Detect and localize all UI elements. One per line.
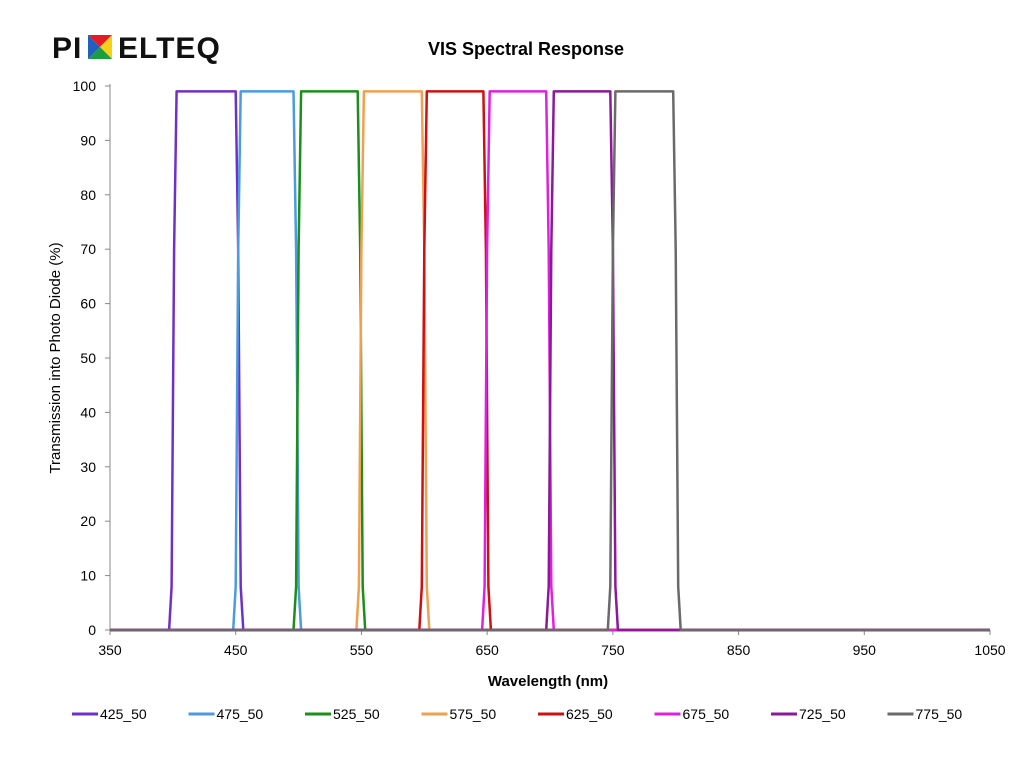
series-line-625_50	[110, 90, 990, 632]
logo-mark-segment	[100, 35, 112, 59]
y-axis-title: Transmission into Photo Diode (%)	[47, 242, 64, 473]
y-tick-label: 70	[80, 241, 96, 257]
legend-label: 725_50	[799, 706, 846, 722]
logo-mark-segment	[88, 47, 112, 59]
legend-label: 675_50	[683, 706, 730, 722]
y-tick-label: 30	[80, 459, 96, 475]
tick-labels: 0 10 20 30 40 50 60 70 80 90 100 350 450 550 650 750 850…	[73, 78, 1006, 658]
y-tick-label: 60	[80, 296, 96, 312]
series-line-475_50	[110, 90, 990, 632]
logo-mark-segment	[88, 35, 112, 47]
series-line-525_50	[110, 90, 990, 632]
legend: 425_50 475_50 525_50 575_50 625_50 675_50 725_…	[72, 706, 962, 722]
series-line-775_50	[110, 90, 990, 632]
series-line-675_50	[110, 90, 990, 632]
x-tick-label: 650	[475, 642, 499, 658]
y-tick-label: 50	[80, 350, 96, 366]
y-tick-label: 0	[88, 622, 96, 638]
legend-label: 625_50	[566, 706, 613, 722]
logo-mark-segment	[88, 35, 100, 59]
series-line-725_50	[110, 90, 990, 632]
y-tick-label: 40	[80, 404, 96, 420]
legend-label: 525_50	[333, 706, 380, 722]
x-tick-label: 450	[224, 642, 248, 658]
series-line-575_50	[110, 90, 990, 632]
x-tick-label: 350	[98, 642, 122, 658]
series-line-425_50	[110, 90, 990, 632]
y-tick-label: 100	[73, 78, 97, 94]
pixelteq-logo: PI ELTEQ	[52, 32, 221, 65]
y-tick-label: 80	[80, 187, 96, 203]
y-tick-label: 10	[80, 568, 96, 584]
series-layer	[110, 90, 990, 632]
x-tick-label: 750	[601, 642, 625, 658]
x-tick-label: 550	[350, 642, 374, 658]
logo-x-mark	[88, 35, 112, 59]
x-axis-title: Wavelength (nm)	[488, 673, 608, 690]
x-tick-label: 950	[853, 642, 877, 658]
legend-label: 575_50	[450, 706, 497, 722]
y-tick-label: 20	[80, 513, 96, 529]
chart-title: VIS Spectral Response	[428, 39, 624, 59]
logo-text-after: ELTEQ	[118, 32, 221, 65]
legend-label: 475_50	[217, 706, 264, 722]
x-tick-label: 850	[727, 642, 751, 658]
legend-label: 425_50	[100, 706, 147, 722]
x-tick-label: 1050	[974, 642, 1005, 658]
y-tick-label: 90	[80, 132, 96, 148]
legend-label: 775_50	[916, 706, 963, 722]
logo-text-before: PI	[52, 32, 82, 65]
